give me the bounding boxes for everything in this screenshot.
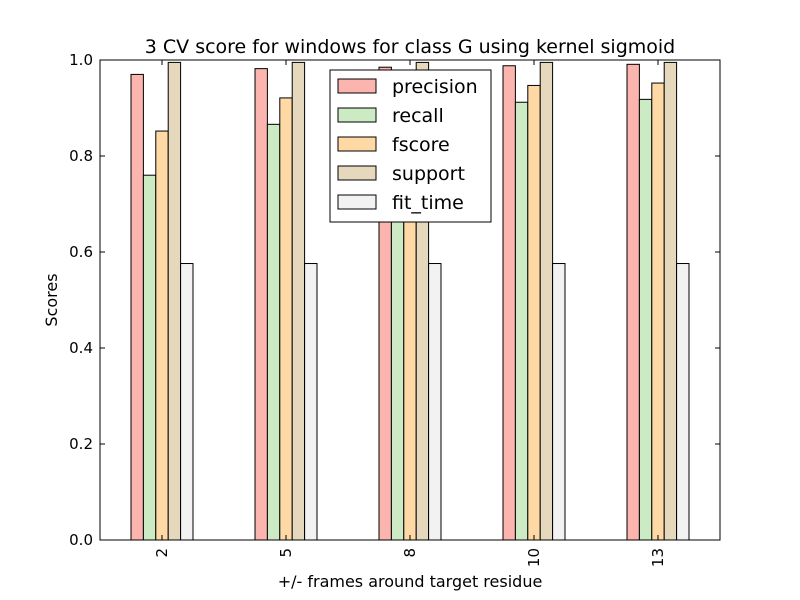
bar-support-5 [291, 61, 306, 541]
legend-label-support: support [392, 163, 465, 185]
bar-precision-10 [502, 65, 516, 541]
bar-fit_time-10 [552, 263, 566, 541]
bar-fit_time-5 [304, 263, 318, 541]
y-axis: 0.0 0.2 0.4 0.6 0.8 1.0 [69, 51, 720, 549]
y-tick-label: 0.6 [69, 243, 93, 261]
bar-recall-5 [266, 123, 281, 541]
bar-fit_time-2 [180, 263, 194, 541]
x-tick-label: 8 [401, 548, 419, 558]
bar-fscore-5 [279, 97, 293, 541]
legend-swatch-fscore [337, 136, 377, 152]
legend-swatch-precision [337, 78, 377, 94]
legend-swatch-fit_time [337, 194, 377, 210]
bar-fscore-13 [651, 82, 665, 541]
bar-precision-13 [626, 63, 640, 541]
bar-precision-5 [254, 68, 268, 541]
legend-swatch-support [337, 165, 377, 181]
x-tick-label: 5 [277, 548, 295, 558]
legend-label-recall: recall [392, 105, 444, 127]
y-tick-label: 1.0 [69, 51, 93, 69]
bar-recall-10 [514, 101, 529, 541]
x-axis: 2 5 8 10 13 [153, 60, 667, 567]
x-tick-label: 10 [525, 548, 543, 567]
bar-fscore-2 [155, 130, 169, 541]
legend: precision recall fscore support fit_time [329, 69, 492, 223]
bar-fit_time-8 [428, 263, 442, 541]
y-tick-label: 0.4 [69, 339, 93, 357]
x-tick-label: 2 [153, 548, 171, 558]
x-tick-label: 13 [649, 548, 667, 567]
y-tick-label: 0.2 [69, 435, 93, 453]
y-axis-label: Scores [42, 273, 61, 326]
y-tick-label: 0.8 [69, 147, 93, 165]
legend-label-fit_time: fit_time [392, 192, 464, 214]
y-tick-label: 0.0 [69, 531, 93, 549]
legend-label-fscore: fscore [392, 134, 450, 156]
bar-support-13 [663, 61, 678, 541]
chart-title: 3 CV score for windows for class G using… [145, 36, 675, 58]
bar-fit_time-13 [676, 263, 690, 541]
legend-swatch-recall [337, 107, 377, 123]
legend-label-precision: precision [392, 76, 478, 98]
x-axis-label: +/- frames around target residue [278, 572, 543, 591]
bar-recall-13 [638, 98, 653, 541]
bar-fscore-10 [527, 84, 541, 541]
bar-precision-2 [130, 73, 144, 541]
bar-support-10 [539, 61, 554, 541]
bar-recall-2 [142, 174, 157, 541]
bar-support-2 [167, 61, 182, 541]
